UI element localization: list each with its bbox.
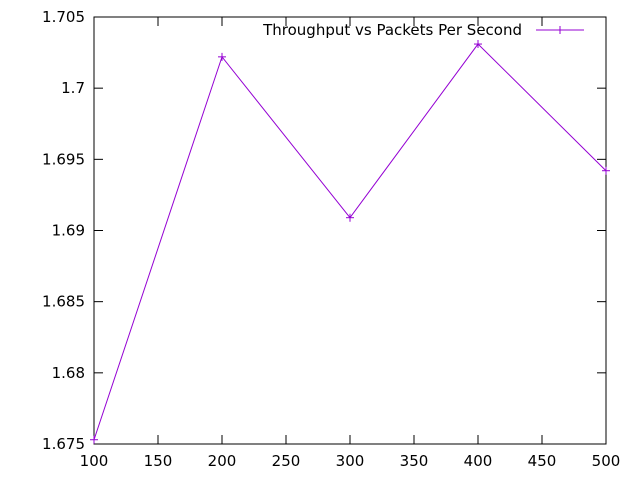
plot-frame [93, 16, 607, 445]
y-tick-label: 1.685 [42, 293, 85, 311]
legend: Throughput vs Packets Per Second [262, 21, 584, 39]
x-tick-label: 450 [528, 452, 557, 470]
y-tick-label: 1.68 [52, 364, 85, 382]
y-tick-label: 1.675 [42, 435, 85, 453]
x-tick-label: 200 [208, 452, 237, 470]
data-point [346, 213, 354, 222]
axes: 100 150 200 250 300 350 400 450 500 1.675 1.68 1.68… [42, 8, 620, 470]
data-point [90, 435, 98, 444]
y-tick-label: 1.69 [52, 222, 85, 240]
x-tick-label: 300 [336, 452, 365, 470]
data-point [474, 40, 482, 49]
x-tick-label: 350 [400, 452, 429, 470]
series-line [93, 43, 607, 440]
x-tick-label: 400 [464, 452, 493, 470]
x-tick-label: 250 [272, 452, 301, 470]
y-tick-label: 1.695 [42, 150, 85, 168]
x-tick-label: 100 [80, 452, 109, 470]
x-tick-label: 500 [592, 452, 621, 470]
data-point [218, 52, 226, 61]
y-tick-label: 1.7 [61, 79, 85, 97]
x-tick-label: 150 [144, 452, 173, 470]
legend-label: Throughput vs Packets Per Second [262, 21, 522, 39]
data-point [602, 166, 610, 175]
series-layer [90, 40, 610, 444]
y-tick-label: 1.705 [42, 8, 85, 26]
